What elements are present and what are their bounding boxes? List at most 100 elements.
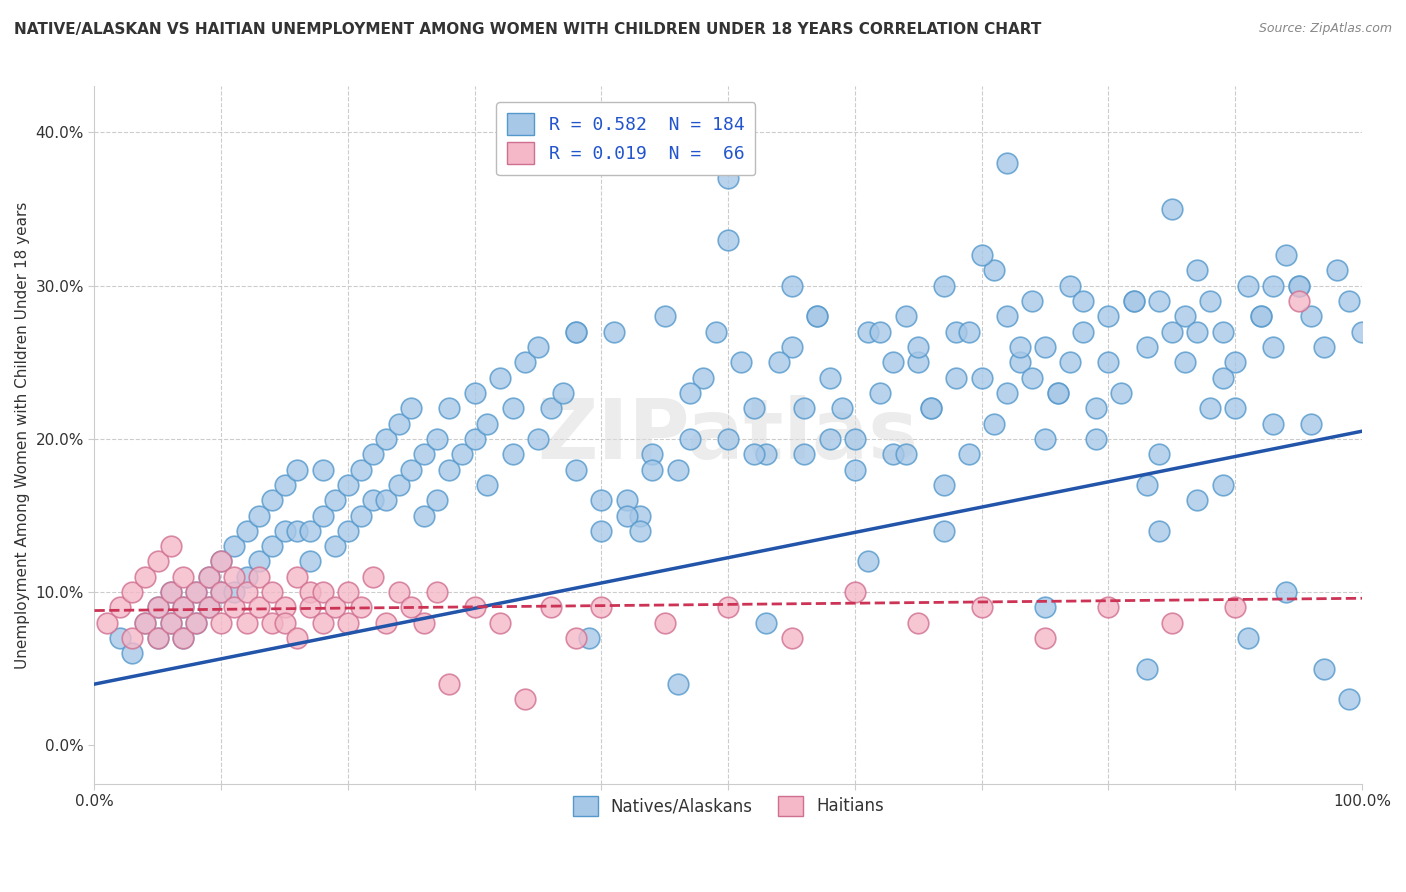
Point xyxy=(1071,293,1094,308)
Point xyxy=(159,539,181,553)
Point xyxy=(1275,248,1298,262)
Point xyxy=(323,493,346,508)
Point xyxy=(1288,293,1310,308)
Point xyxy=(894,310,917,324)
Point xyxy=(793,447,815,461)
Point xyxy=(945,325,967,339)
Point xyxy=(1326,263,1348,277)
Point xyxy=(869,385,891,400)
Point xyxy=(755,447,778,461)
Point xyxy=(1313,662,1336,676)
Point xyxy=(426,432,449,446)
Legend: Natives/Alaskans, Haitians: Natives/Alaskans, Haitians xyxy=(564,788,893,824)
Point xyxy=(1033,600,1056,615)
Point xyxy=(591,600,613,615)
Point xyxy=(768,355,790,369)
Point xyxy=(260,493,283,508)
Point xyxy=(184,585,207,599)
Point xyxy=(856,325,879,339)
Point xyxy=(375,615,398,630)
Point xyxy=(907,340,929,354)
Point xyxy=(108,631,131,645)
Point xyxy=(1173,355,1195,369)
Point xyxy=(1021,370,1043,384)
Point xyxy=(121,631,143,645)
Point xyxy=(717,600,740,615)
Point xyxy=(146,600,169,615)
Point xyxy=(527,340,550,354)
Point xyxy=(1187,263,1209,277)
Point xyxy=(1097,600,1119,615)
Point xyxy=(146,631,169,645)
Point xyxy=(704,325,727,339)
Point xyxy=(565,325,588,339)
Point xyxy=(121,585,143,599)
Point xyxy=(401,401,423,416)
Point xyxy=(591,524,613,538)
Point xyxy=(235,570,257,584)
Point xyxy=(932,478,955,492)
Text: Source: ZipAtlas.com: Source: ZipAtlas.com xyxy=(1258,22,1392,36)
Point xyxy=(1288,278,1310,293)
Point xyxy=(96,615,118,630)
Point xyxy=(1097,355,1119,369)
Point xyxy=(780,278,803,293)
Point xyxy=(970,600,993,615)
Point xyxy=(932,524,955,538)
Point xyxy=(1033,340,1056,354)
Point xyxy=(426,493,449,508)
Point xyxy=(666,677,689,691)
Point xyxy=(336,585,359,599)
Point xyxy=(995,385,1018,400)
Point xyxy=(375,432,398,446)
Point xyxy=(1021,293,1043,308)
Point xyxy=(260,539,283,553)
Point xyxy=(1301,417,1323,431)
Point xyxy=(439,401,461,416)
Point xyxy=(641,447,664,461)
Point xyxy=(515,692,537,706)
Point xyxy=(540,401,562,416)
Point xyxy=(222,539,245,553)
Point xyxy=(780,340,803,354)
Point xyxy=(413,615,436,630)
Point xyxy=(146,600,169,615)
Point xyxy=(995,310,1018,324)
Point xyxy=(388,478,411,492)
Point xyxy=(1046,385,1069,400)
Point xyxy=(298,585,321,599)
Point xyxy=(1199,293,1222,308)
Point xyxy=(298,554,321,568)
Point xyxy=(298,600,321,615)
Point xyxy=(742,401,765,416)
Point xyxy=(945,370,967,384)
Point xyxy=(907,355,929,369)
Point xyxy=(285,570,308,584)
Point xyxy=(1135,478,1157,492)
Point xyxy=(108,600,131,615)
Point xyxy=(273,524,295,538)
Point xyxy=(628,524,651,538)
Point xyxy=(222,570,245,584)
Point xyxy=(323,539,346,553)
Point xyxy=(1122,293,1144,308)
Point xyxy=(336,478,359,492)
Point xyxy=(247,570,270,584)
Point xyxy=(1351,325,1374,339)
Point xyxy=(489,615,512,630)
Point xyxy=(1033,432,1056,446)
Point xyxy=(439,462,461,476)
Point xyxy=(197,570,219,584)
Text: ZIPatlas: ZIPatlas xyxy=(537,394,918,475)
Point xyxy=(603,325,626,339)
Point xyxy=(1008,340,1031,354)
Point xyxy=(882,447,904,461)
Point xyxy=(209,585,232,599)
Point xyxy=(717,233,740,247)
Point xyxy=(578,631,600,645)
Point xyxy=(818,370,841,384)
Point xyxy=(970,248,993,262)
Point xyxy=(247,508,270,523)
Point xyxy=(502,447,524,461)
Point xyxy=(957,325,980,339)
